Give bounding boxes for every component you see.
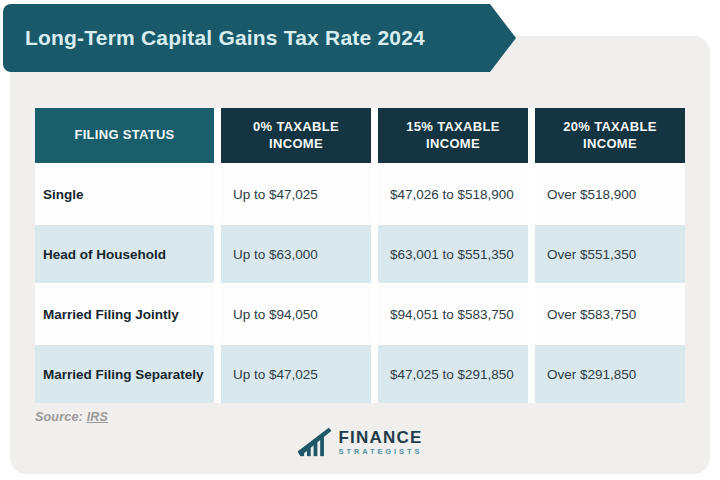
filing-status-cell: Married Filing Jointly: [35, 285, 214, 343]
column-header-20-percent: 20% TAXABLE INCOME: [535, 108, 685, 163]
logo-wordmark: FINANCE STRATEGISTS: [339, 429, 423, 456]
source-attribution: Source: IRS: [35, 410, 108, 424]
source-label: Source:: [35, 410, 83, 424]
rate-15-cell: $94,051 to $583,750: [378, 285, 528, 343]
rate-15-cell: $47,025 to $291,850: [378, 345, 528, 403]
rate-0-cell: Up to $94,050: [221, 285, 371, 343]
finance-strategists-logo: FINANCE STRATEGISTS: [298, 427, 423, 457]
column-header-0-percent: 0% TAXABLE INCOME: [221, 108, 371, 163]
rate-15-cell: $63,001 to $551,350: [378, 225, 528, 283]
filing-status-cell: Single: [35, 165, 214, 223]
bar-chart-triangle-icon: [298, 427, 332, 457]
column-header-filing-status: FILING STATUS: [35, 108, 214, 163]
rate-0-cell: Up to $47,025: [221, 345, 371, 403]
title-banner: Long-Term Capital Gains Tax Rate 2024: [3, 4, 516, 72]
filing-status-cell: Head of Household: [35, 225, 214, 283]
tax-rate-table: FILING STATUS 0% TAXABLE INCOME 15% TAXA…: [35, 108, 685, 403]
page-title: Long-Term Capital Gains Tax Rate 2024: [25, 26, 425, 50]
rate-20-cell: Over $291,850: [535, 345, 685, 403]
source-link[interactable]: IRS: [87, 410, 108, 424]
rate-0-cell: Up to $47,025: [221, 165, 371, 223]
column-header-15-percent: 15% TAXABLE INCOME: [378, 108, 528, 163]
logo-text-finance: FINANCE: [339, 429, 423, 446]
infographic-page: { "banner": { "title": "Long-Term Capita…: [0, 0, 720, 480]
filing-status-cell: Married Filing Separately: [35, 345, 214, 403]
rate-20-cell: Over $551,350: [535, 225, 685, 283]
rate-20-cell: Over $518,900: [535, 165, 685, 223]
logo-text-strategists: STRATEGISTS: [339, 448, 423, 456]
rate-15-cell: $47,026 to $518,900: [378, 165, 528, 223]
rate-0-cell: Up to $63,000: [221, 225, 371, 283]
rate-20-cell: Over $583,750: [535, 285, 685, 343]
